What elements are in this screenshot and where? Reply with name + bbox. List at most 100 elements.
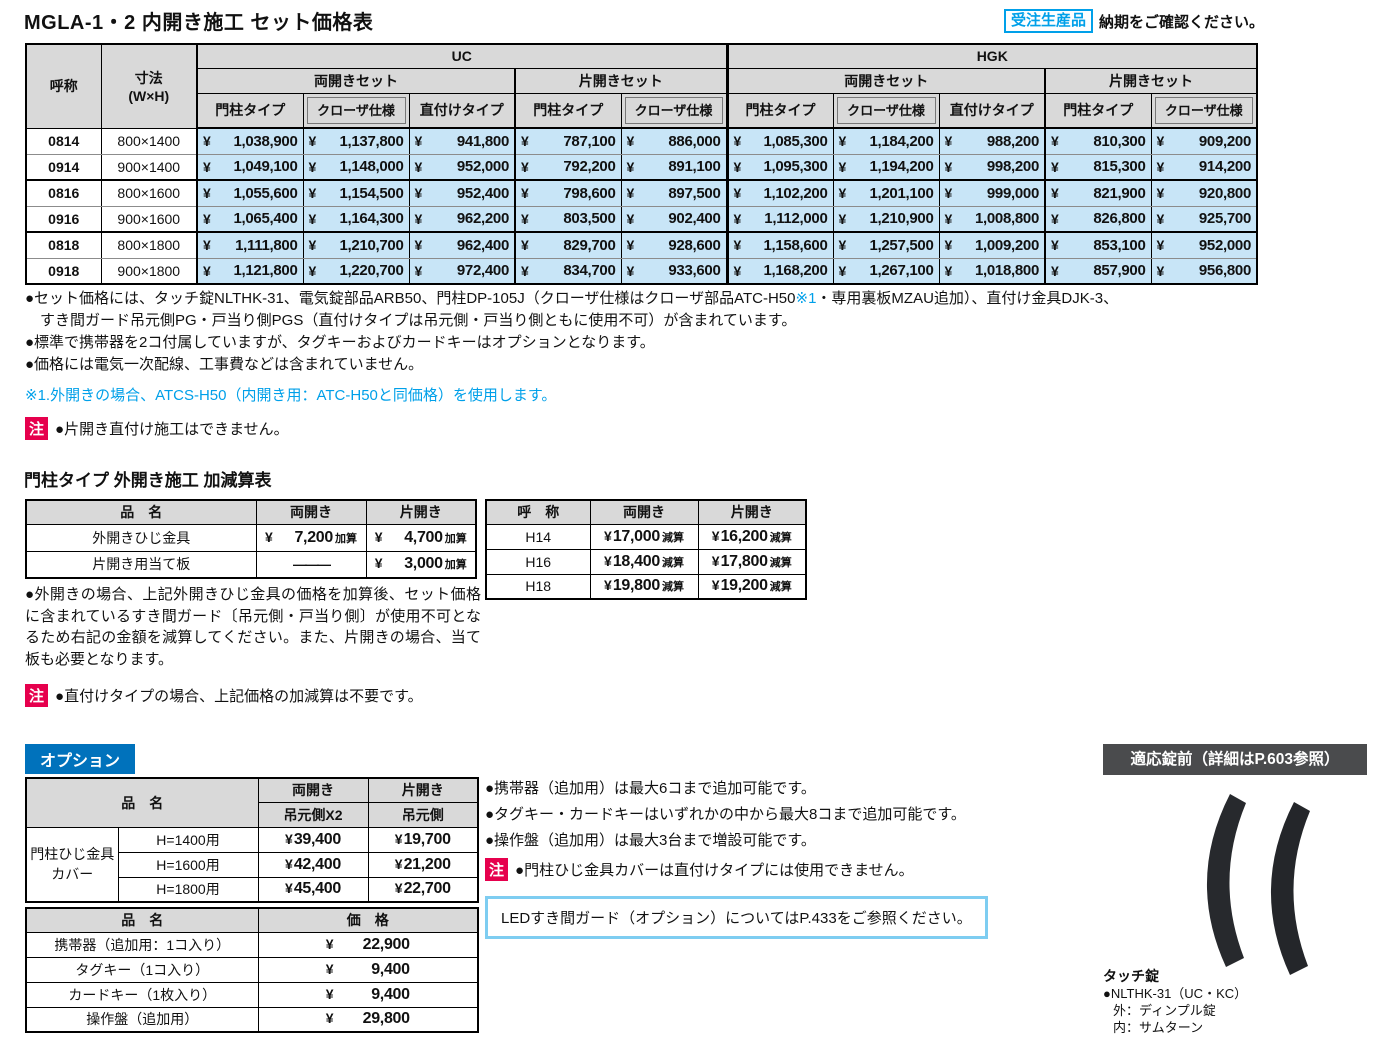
header-row: 品 名 両開き 片開き — [25, 499, 477, 525]
price-amount: 9,400 — [371, 985, 410, 1003]
currency-symbol: ¥ — [1156, 133, 1165, 150]
header-row: 品 名 価 格 — [25, 907, 479, 933]
currency-symbol: ¥ — [944, 237, 953, 254]
price-amount: 920,800 — [1198, 184, 1251, 202]
row-size: 800×1400 — [100, 127, 198, 155]
row-size: 800×1600 — [100, 179, 198, 207]
currency-symbol: ¥ — [414, 133, 423, 150]
price-cell: ¥914,200 — [1150, 153, 1258, 181]
section2-paragraph: ●外開きの場合、上記外開きひじ金具の価格を加算後、セット価格に含まれているすき間… — [25, 586, 481, 668]
price-amount: 857,900 — [1093, 262, 1146, 280]
price-cell: ¥22,900 — [257, 931, 479, 958]
price-cell: ¥1,210,900 — [832, 205, 940, 233]
col-header-name: 呼称 — [25, 43, 102, 129]
currency-symbol: ¥ — [838, 133, 847, 150]
price-cell: ¥1,121,800 — [196, 257, 304, 285]
price-amount: 886,000 — [668, 132, 721, 150]
price-cell: ¥826,800 — [1044, 205, 1152, 233]
price-amount: 22,700 — [403, 880, 451, 898]
price-amount: 1,121,800 — [233, 262, 298, 280]
price-suffix: 減算 — [769, 581, 792, 594]
table-row: 0816 800×1600 ¥1,055,600 ¥1,154,500 ¥952… — [25, 179, 1258, 207]
currency-symbol: ¥ — [838, 210, 847, 227]
price-cell: ¥798,600 — [514, 179, 622, 207]
deduction-table-wrap: 呼 称 両開き 片開き H14 ¥17,000 減算 ¥16,200 減算 H16 … — [485, 499, 807, 600]
currency-symbol: ¥ — [1051, 133, 1059, 150]
col-header-price: 価 格 — [257, 907, 479, 933]
table-row: 0818 800×1800 ¥1,111,800 ¥1,210,700 ¥962… — [25, 231, 1258, 259]
table-row: カードキー（1枚入り） ¥9,400 — [25, 981, 479, 1008]
price-amount: 18,400 — [612, 552, 660, 570]
price-cell: ¥853,100 — [1044, 231, 1152, 259]
price-cell: ¥792,200 — [514, 153, 622, 181]
currency-symbol: ¥ — [733, 262, 742, 279]
currency-symbol: ¥ — [325, 935, 334, 952]
currency-symbol: ¥ — [733, 185, 742, 202]
price-suffix: 加算 — [444, 532, 467, 545]
currency-symbol: ¥ — [521, 158, 529, 175]
price-cell: ¥1,038,900 — [196, 127, 304, 155]
size-line1: 寸法 — [134, 70, 163, 87]
price-cell: ¥928,600 — [620, 231, 728, 259]
uc-double-set-header: 両開きセット — [196, 67, 516, 94]
header-row: 品 名 両開き 片開き — [25, 777, 479, 828]
currency-symbol: ¥ — [626, 262, 635, 279]
price-amount: 952,000 — [1198, 236, 1251, 254]
currency-symbol: ¥ — [1156, 262, 1165, 279]
price-amount: 1,210,900 — [869, 210, 934, 228]
bullet-line: ●携帯器（追加用）は最大6コまで追加可能です。 — [485, 780, 816, 797]
price-cell: ¥17,800 減算 — [697, 548, 807, 575]
caution-badge: 注 — [25, 684, 49, 707]
price-amount: 45,400 — [293, 880, 341, 898]
currency-symbol: ¥ — [308, 158, 317, 175]
price-amount: 22,900 — [362, 935, 410, 953]
hgk-double-set-header: 両開きセット — [725, 67, 1046, 94]
price-cell: ¥1,168,200 — [725, 257, 834, 285]
option-cover-table: 品 名 両開き 片開き 吊元側X2 吊元側 門柱ひじ金具カバー H=1400用 … — [25, 777, 479, 903]
currency-symbol: ¥ — [711, 577, 720, 594]
table-row: 外開きひじ金具 ¥7,200 加算 ¥4,700 加算 — [25, 523, 477, 552]
col-header-item: 品 名 — [25, 777, 259, 828]
price-cell: ¥21,200 — [367, 851, 479, 878]
price-cell: ¥829,700 — [514, 231, 622, 259]
row-name: 0914 — [25, 153, 102, 181]
price-amount: 925,700 — [1198, 210, 1251, 228]
price-cell: ¥1,148,000 — [302, 153, 410, 181]
price-cell: ¥999,000 — [938, 179, 1046, 207]
col-subheader-single: 吊元側 — [367, 801, 479, 828]
price-cell: ¥787,100 — [514, 127, 622, 155]
price-cell: ¥962,200 — [408, 205, 516, 233]
currency-symbol: ¥ — [711, 527, 720, 544]
currency-symbol: ¥ — [733, 210, 742, 227]
price-amount: 1,154,500 — [339, 184, 404, 202]
item-name: H16 — [485, 548, 591, 575]
currency-symbol: ¥ — [1051, 158, 1059, 175]
price-amount: 891,100 — [668, 158, 721, 176]
price-cell: ¥1,164,300 — [302, 205, 410, 233]
uc-double-pillar-header: 門柱タイプ — [196, 92, 304, 129]
price-amount: 1,168,200 — [763, 262, 828, 280]
price-amount: 909,200 — [1198, 132, 1251, 150]
currency-symbol: ¥ — [944, 185, 953, 202]
col-header-double: 両開き — [255, 499, 367, 525]
price-cell: ¥998,200 — [938, 153, 1046, 181]
currency-symbol: ¥ — [626, 185, 635, 202]
price-cell: ——— — [255, 550, 367, 579]
currency-symbol: ¥ — [308, 133, 317, 150]
price-cell: ¥39,400 — [257, 826, 369, 853]
table-row: H18 ¥19,800 減算 ¥19,200 減算 — [485, 573, 807, 600]
currency-symbol: ¥ — [521, 210, 529, 227]
price-amount: 829,700 — [563, 236, 616, 254]
hgk-double-direct-header: 直付けタイプ — [938, 92, 1046, 129]
price-cell: ¥1,018,800 — [938, 257, 1046, 285]
price-cell: ¥9,400 — [257, 981, 479, 1008]
currency-symbol: ¥ — [733, 158, 742, 175]
price-cell: ¥18,400 減算 — [589, 548, 699, 575]
table-row: H14 ¥17,000 減算 ¥16,200 減算 — [485, 523, 807, 550]
row-size: 900×1400 — [100, 153, 198, 181]
price-cell: ¥902,400 — [620, 205, 728, 233]
currency-symbol: ¥ — [604, 577, 612, 594]
currency-symbol: ¥ — [414, 185, 423, 202]
price-cell: ¥1,055,600 — [196, 179, 304, 207]
currency-symbol: ¥ — [1051, 237, 1059, 254]
